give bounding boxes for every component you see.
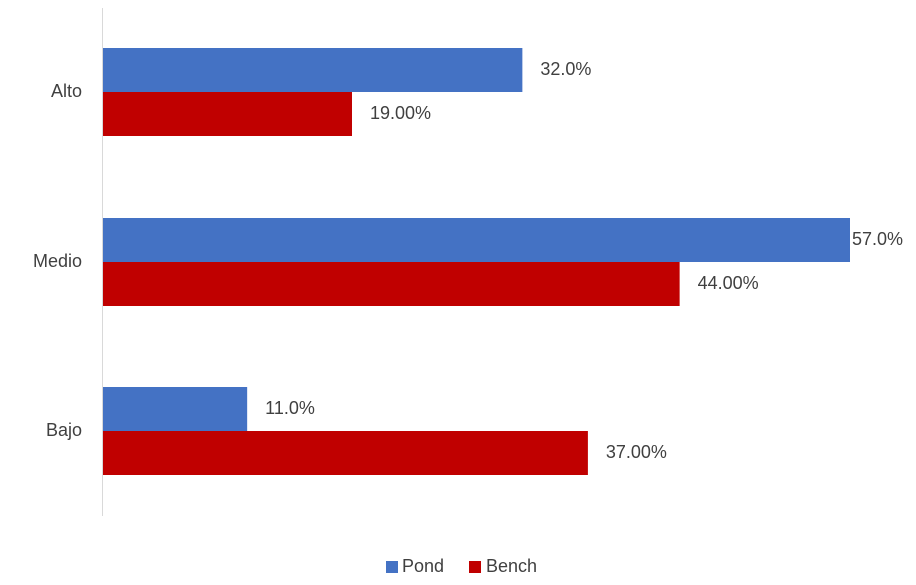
legend: Pond Bench <box>386 556 537 576</box>
bar-bench-bajo <box>103 431 588 475</box>
bar-bench-medio <box>103 262 680 306</box>
data-label-bench-medio: 44.00% <box>698 273 759 293</box>
bar-pond-medio <box>103 218 850 262</box>
category-label-bajo: Bajo <box>46 420 82 440</box>
category-labels: Alto Medio Bajo <box>33 81 82 440</box>
category-label-alto: Alto <box>51 81 82 101</box>
bar-pond-alto <box>103 48 522 92</box>
data-label-bench-bajo: 37.00% <box>606 442 667 462</box>
data-label-bench-alto: 19.00% <box>370 103 431 123</box>
legend-swatch-pond <box>386 561 398 573</box>
bar-pond-bajo <box>103 387 247 431</box>
data-label-pond-medio: 57.0% <box>852 229 903 249</box>
legend-label-pond: Pond <box>402 556 444 576</box>
bars-group <box>103 48 850 475</box>
legend-swatch-bench <box>469 561 481 573</box>
legend-label-bench: Bench <box>486 556 537 576</box>
data-label-pond-alto: 32.0% <box>540 59 591 79</box>
category-label-medio: Medio <box>33 251 82 271</box>
data-label-pond-bajo: 11.0% <box>265 398 315 418</box>
bar-bench-alto <box>103 92 352 136</box>
